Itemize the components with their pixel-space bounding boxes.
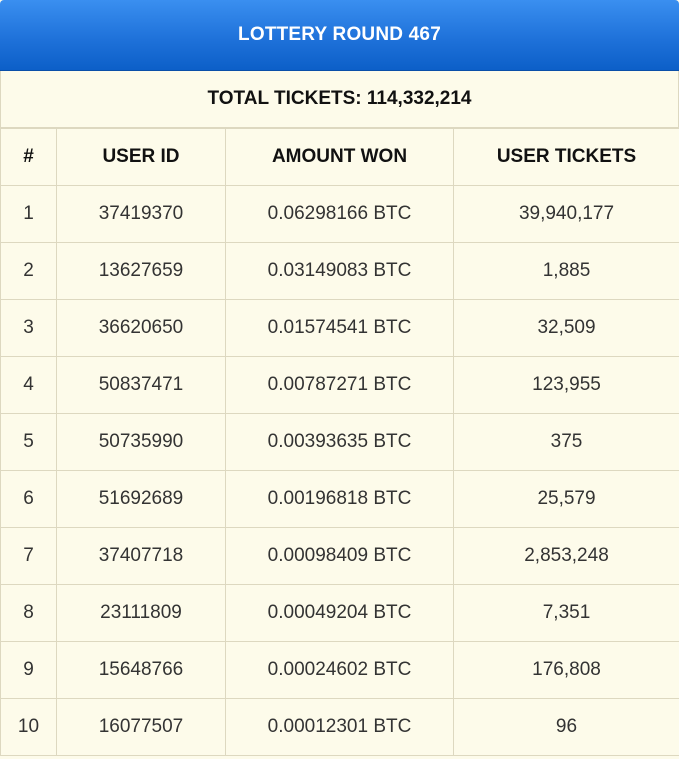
column-header-rank: # — [0, 128, 57, 186]
total-tickets: TOTAL TICKETS: 114,332,214 — [0, 71, 679, 128]
cell-user-tickets: 176,808 — [453, 641, 679, 699]
cell-amount-won: 0.00196818 BTC — [225, 470, 454, 528]
cell-amount-won: 0.00787271 BTC — [225, 356, 454, 414]
lottery-round-title: LOTTERY ROUND 467 — [0, 0, 679, 71]
cell-user-id: 36620650 — [56, 299, 226, 357]
column-header-amount-won: AMOUNT WON — [225, 128, 454, 186]
table-row: 10 16077507 0.00012301 BTC 96 — [0, 698, 679, 756]
table-header-row: # USER ID AMOUNT WON USER TICKETS — [0, 128, 679, 186]
cell-amount-won: 0.03149083 BTC — [225, 242, 454, 300]
cell-rank: 6 — [0, 470, 57, 528]
table-row: 5 50735990 0.00393635 BTC 375 — [0, 413, 679, 471]
cell-user-id: 23111809 — [56, 584, 226, 642]
table-row: 6 51692689 0.00196818 BTC 25,579 — [0, 470, 679, 528]
cell-rank: 5 — [0, 413, 57, 471]
cell-amount-won: 0.01574541 BTC — [225, 299, 454, 357]
cell-amount-won: 0.00098409 BTC — [225, 527, 454, 585]
cell-amount-won: 0.00049204 BTC — [225, 584, 454, 642]
cell-amount-won: 0.00024602 BTC — [225, 641, 454, 699]
cell-amount-won: 0.06298166 BTC — [225, 185, 454, 243]
cell-amount-won: 0.00012301 BTC — [225, 698, 454, 756]
table-row: 7 37407718 0.00098409 BTC 2,853,248 — [0, 527, 679, 585]
cell-user-tickets: 25,579 — [453, 470, 679, 528]
cell-user-tickets: 375 — [453, 413, 679, 471]
cell-amount-won: 0.00393635 BTC — [225, 413, 454, 471]
cell-rank: 3 — [0, 299, 57, 357]
cell-rank: 8 — [0, 584, 57, 642]
cell-user-id: 15648766 — [56, 641, 226, 699]
cell-user-tickets: 32,509 — [453, 299, 679, 357]
winners-table: # USER ID AMOUNT WON USER TICKETS 1 3741… — [0, 128, 679, 756]
cell-user-id: 37407718 — [56, 527, 226, 585]
table-row: 1 37419370 0.06298166 BTC 39,940,177 — [0, 185, 679, 243]
cell-user-id: 16077507 — [56, 698, 226, 756]
table-row: 3 36620650 0.01574541 BTC 32,509 — [0, 299, 679, 357]
cell-rank: 2 — [0, 242, 57, 300]
cell-user-tickets: 123,955 — [453, 356, 679, 414]
cell-user-tickets: 1,885 — [453, 242, 679, 300]
cell-user-id: 37419370 — [56, 185, 226, 243]
cell-user-tickets: 7,351 — [453, 584, 679, 642]
cell-rank: 1 — [0, 185, 57, 243]
table-row: 8 23111809 0.00049204 BTC 7,351 — [0, 584, 679, 642]
cell-rank: 7 — [0, 527, 57, 585]
cell-rank: 4 — [0, 356, 57, 414]
cell-user-id: 50735990 — [56, 413, 226, 471]
table-row: 2 13627659 0.03149083 BTC 1,885 — [0, 242, 679, 300]
cell-user-id: 13627659 — [56, 242, 226, 300]
cell-rank: 9 — [0, 641, 57, 699]
table-row: 9 15648766 0.00024602 BTC 176,808 — [0, 641, 679, 699]
cell-user-tickets: 2,853,248 — [453, 527, 679, 585]
column-header-user-id: USER ID — [56, 128, 226, 186]
cell-user-tickets: 96 — [453, 698, 679, 756]
cell-rank: 10 — [0, 698, 57, 756]
cell-user-id: 50837471 — [56, 356, 226, 414]
table-row: 4 50837471 0.00787271 BTC 123,955 — [0, 356, 679, 414]
column-header-user-tickets: USER TICKETS — [453, 128, 679, 186]
cell-user-tickets: 39,940,177 — [453, 185, 679, 243]
cell-user-id: 51692689 — [56, 470, 226, 528]
